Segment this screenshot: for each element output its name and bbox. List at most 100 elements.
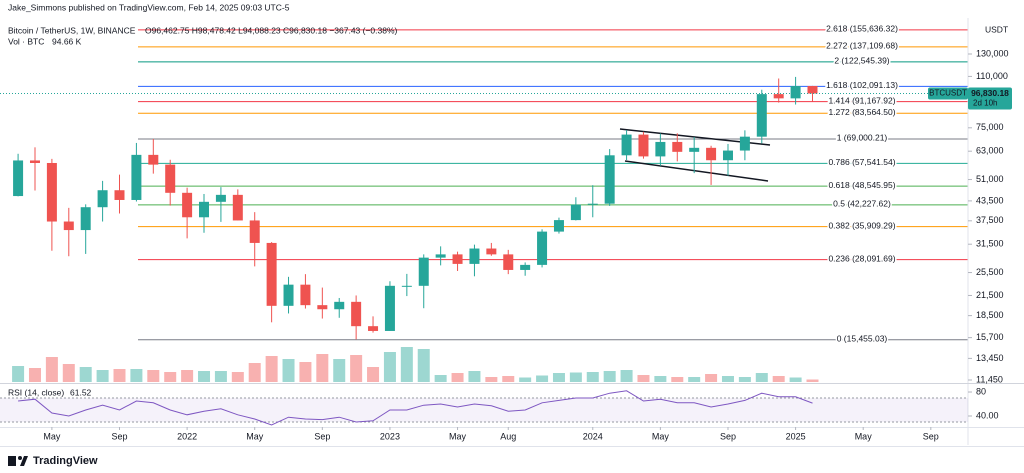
y-tick-label: 63,000 xyxy=(976,146,1004,156)
brand-name: TradingView xyxy=(33,455,98,467)
fib-label: 1 (69,000.21) xyxy=(837,133,888,143)
volume-bar xyxy=(248,363,261,382)
y-tick-label: 37,500 xyxy=(976,215,1004,225)
volume-bar xyxy=(316,354,329,382)
volume-bar xyxy=(688,377,701,382)
candle-body xyxy=(215,194,226,202)
candle-body xyxy=(638,134,649,157)
fib-label: 0.236 (28,091.69) xyxy=(828,253,895,263)
volume-bar xyxy=(417,349,430,382)
y-tick-label: 51,000 xyxy=(976,174,1004,184)
volume-bar xyxy=(468,371,481,382)
candle-body xyxy=(418,257,429,286)
candle-body xyxy=(452,254,463,264)
rsi-tick-label: 40.00 xyxy=(976,410,999,420)
candle-body xyxy=(351,301,362,327)
logo-mark xyxy=(20,456,28,466)
x-tick-label: 2023 xyxy=(380,431,400,441)
candle-body xyxy=(46,162,57,222)
volume-bar xyxy=(62,364,75,382)
volume-bar xyxy=(367,367,380,382)
fib-label: 0.382 (35,909.29) xyxy=(828,220,895,230)
fib-label: 1.618 (102,091.13) xyxy=(826,80,898,90)
volume-bar xyxy=(147,370,160,382)
candle-body xyxy=(469,248,480,264)
candle-body xyxy=(520,264,531,270)
price-tag-box xyxy=(968,87,1012,110)
y-tick-label: 31,500 xyxy=(976,239,1004,249)
fib-label: 0.786 (57,541.54) xyxy=(828,157,895,167)
candle-body xyxy=(266,242,277,306)
ohlc-line: O96,462.75 H98,478.42 L94,088.23 C96,830… xyxy=(145,25,398,35)
candle-body xyxy=(655,141,666,157)
volume-bar xyxy=(806,379,819,382)
x-tick-label: Sep xyxy=(111,431,127,441)
volume-bar xyxy=(299,362,312,382)
x-tick-label: May xyxy=(449,431,467,441)
x-tick-label: 2025 xyxy=(786,431,806,441)
volume-bar xyxy=(400,347,413,382)
price-tag: 96,830.18 xyxy=(971,88,1009,98)
logo-mark xyxy=(18,456,22,460)
channel-lower xyxy=(624,160,769,182)
volume-bar xyxy=(620,370,633,382)
candle-body xyxy=(97,190,108,208)
candle-body xyxy=(334,301,345,310)
candle-body xyxy=(401,285,412,287)
volume-bar xyxy=(772,376,785,382)
candle-body xyxy=(570,204,581,221)
fib-label: 2.618 (155,636.32) xyxy=(826,24,898,34)
volume-bar xyxy=(552,373,565,382)
volume-bar xyxy=(12,366,25,382)
volume-bar xyxy=(738,377,751,382)
y-tick-label: 13,450 xyxy=(976,353,1004,363)
candle-body xyxy=(621,134,632,156)
candle-body xyxy=(384,285,395,331)
volume-bar xyxy=(350,355,363,382)
volume-bar xyxy=(333,359,346,382)
candle-body xyxy=(300,284,311,306)
brand: TradingView xyxy=(8,455,98,467)
candle-body xyxy=(435,254,446,258)
volume-bar xyxy=(181,370,194,382)
volume-bar xyxy=(789,377,802,382)
countdown: 2d 10h xyxy=(973,99,997,108)
fib-label: 2.272 (137,109.68) xyxy=(826,41,898,51)
candle-body xyxy=(114,190,125,200)
candle-body xyxy=(486,248,497,255)
candle-body xyxy=(165,164,176,193)
candle-body xyxy=(249,220,260,243)
candle-body xyxy=(29,160,40,163)
candle-body xyxy=(773,94,784,99)
candle-body xyxy=(790,86,801,99)
candle-body xyxy=(807,86,818,94)
y-tick-label: 25,500 xyxy=(976,267,1004,277)
volume-bar xyxy=(637,375,650,382)
candle-body xyxy=(722,150,733,161)
volume-bar xyxy=(569,372,582,382)
volume-bar xyxy=(164,372,177,382)
x-tick-label: May xyxy=(43,431,61,441)
volume-bar xyxy=(755,373,768,382)
volume-label: Vol · BTC xyxy=(8,36,44,46)
fib-label: 0 (15,455.03) xyxy=(837,333,888,343)
fib-label: 1.272 (83,564.50) xyxy=(828,107,895,117)
volume-bar xyxy=(671,377,684,382)
volume-bar xyxy=(130,369,143,382)
candle-body xyxy=(182,192,193,218)
fib-label: 1.414 (91,167.92) xyxy=(828,95,895,105)
candle-body xyxy=(131,154,142,200)
candle-body xyxy=(503,254,514,270)
candle-body xyxy=(689,147,700,152)
candle-body xyxy=(739,136,750,151)
ticker-tag: BTCUSDT xyxy=(929,89,967,98)
x-tick-label: Aug xyxy=(500,431,516,441)
y-tick-label: 15,700 xyxy=(976,332,1004,342)
candle-body xyxy=(672,141,683,152)
volume-bar xyxy=(214,371,227,382)
candle-body xyxy=(80,207,91,231)
candle-body xyxy=(199,201,210,218)
candle-body xyxy=(587,203,598,205)
